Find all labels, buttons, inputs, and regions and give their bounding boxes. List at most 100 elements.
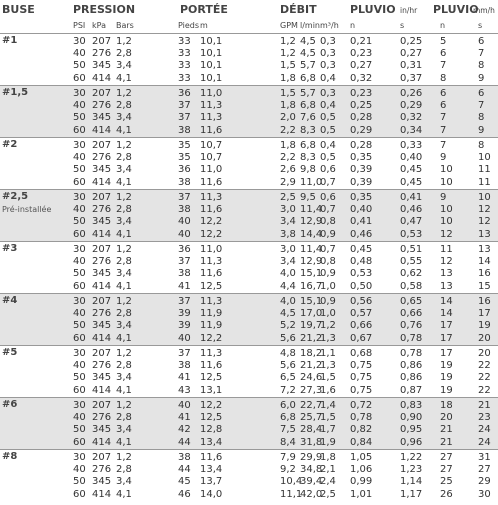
cell: 13,4: [200, 437, 223, 448]
cell: 11,0: [200, 244, 223, 255]
cell: 0,9: [320, 296, 336, 307]
cell: 0,5: [320, 125, 336, 136]
cell: 0,9: [320, 268, 336, 279]
cell: 24: [478, 437, 491, 448]
cell: 4,1: [116, 281, 132, 292]
cell: 12,8: [200, 424, 223, 435]
cell: 60: [73, 437, 86, 448]
cell: 25,7: [300, 412, 323, 423]
cell: 6,8: [300, 100, 316, 111]
cell: 11,4: [300, 204, 323, 215]
cell: 24: [478, 424, 491, 435]
cell: 3,4: [116, 164, 132, 175]
cell: 15,1: [300, 296, 323, 307]
cell: 0,7: [320, 244, 336, 255]
cell: 12,5: [200, 281, 223, 292]
cell: 4,1: [116, 125, 132, 136]
cell: 22: [478, 372, 491, 383]
cell: 10: [440, 204, 453, 215]
cell: 4,1: [116, 489, 132, 500]
cell: 30: [478, 489, 491, 500]
cell: 0,33: [400, 140, 423, 151]
nozzle-label: #2: [2, 139, 18, 150]
cell: 19: [440, 372, 453, 383]
cell: 4,0: [280, 296, 296, 307]
cell: 35: [178, 140, 191, 151]
cell: 12,2: [200, 333, 223, 344]
cell: 9,2: [280, 464, 296, 475]
cell: 16: [478, 296, 491, 307]
cell: 1,9: [320, 437, 336, 448]
cell: 36: [178, 164, 191, 175]
cell: 4,8: [280, 348, 296, 359]
cell: 44: [178, 437, 191, 448]
cell: 39: [178, 320, 191, 331]
cell: 0,37: [400, 73, 423, 84]
cell: 0,87: [400, 385, 423, 396]
cell: 1,5: [280, 60, 296, 71]
cell: 3,4: [280, 256, 296, 267]
cell: 207: [92, 452, 112, 463]
cell: 6: [478, 88, 485, 99]
cell: 11,9: [200, 308, 223, 319]
cell: 30: [73, 140, 86, 151]
nozzle-label: #1: [2, 35, 18, 46]
cell: 4,1: [116, 385, 132, 396]
cell: 2,5: [320, 489, 336, 500]
cell: 0,75: [350, 385, 373, 396]
cell: 5,2: [280, 320, 296, 331]
cell: 0,8: [320, 256, 336, 267]
cell: 11,1: [280, 489, 303, 500]
cell: 345: [92, 268, 112, 279]
cell: 0,28: [350, 112, 373, 123]
cell: 2,1: [320, 464, 336, 475]
cell: 2,8: [116, 48, 132, 59]
cell: 0,3: [320, 88, 336, 99]
nozzle-group: #1,5 30 207 1,2 36 11,0 1,5 5,7 0,3 0,23 0,26 6 6 40 2…: [0, 85, 498, 138]
cell: 3,4: [116, 216, 132, 227]
cell: 0,25: [400, 36, 423, 47]
cell: 12,5: [200, 412, 223, 423]
cell: 2,8: [116, 464, 132, 475]
cell: 8,3: [300, 125, 316, 136]
group-header: BUSE: [2, 3, 35, 16]
cell: 1,3: [320, 333, 336, 344]
cell: 3,4: [116, 320, 132, 331]
cell: 1,22: [400, 452, 423, 463]
cell: 1,17: [400, 489, 423, 500]
cell: 6,8: [280, 412, 296, 423]
cell: 20: [478, 348, 491, 359]
cell: 0,3: [320, 36, 336, 47]
cell: 14: [478, 256, 491, 267]
cell: 8,4: [280, 437, 296, 448]
cell: 60: [73, 489, 86, 500]
cell: 33: [178, 48, 191, 59]
cell: 50: [73, 164, 86, 175]
cell: 12: [478, 216, 491, 227]
cell: 50: [73, 424, 86, 435]
cell: 10: [440, 216, 453, 227]
cell: 0,51: [400, 244, 423, 255]
cell: 16: [478, 268, 491, 279]
cell: 0,46: [350, 229, 373, 240]
cell: 414: [92, 229, 112, 240]
cell: 11: [478, 164, 491, 175]
cell: 42: [178, 424, 191, 435]
nozzle-group: #8 30 207 1,2 38 11,6 7,9 29,9 1,8 1,05 1,22 27 31 40…: [0, 449, 498, 502]
group-header: PLUVIO: [350, 3, 396, 16]
group-header: PRESSION: [73, 3, 136, 16]
cell: 17: [478, 308, 491, 319]
cell: 345: [92, 372, 112, 383]
cell: 1,2: [116, 36, 132, 47]
cell: 3,4: [116, 424, 132, 435]
cell: 38: [178, 204, 191, 215]
cell: 40: [178, 216, 191, 227]
cell: 0,34: [400, 125, 423, 136]
cell: 12: [440, 229, 453, 240]
cell: 30: [73, 244, 86, 255]
cell: 3,0: [280, 244, 296, 255]
cell: 1,1: [320, 348, 336, 359]
cell: 0,78: [400, 333, 423, 344]
cell: 10,1: [200, 36, 223, 47]
cell: 19: [440, 385, 453, 396]
